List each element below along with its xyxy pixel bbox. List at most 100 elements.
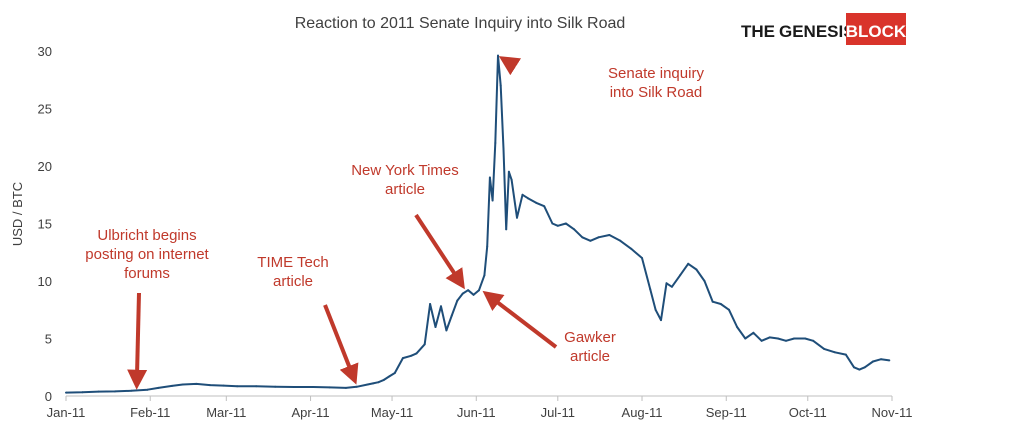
data-point (171, 384, 173, 387)
data-point (209, 384, 211, 387)
data-point (510, 178, 513, 181)
data-point (507, 170, 510, 173)
annotation-arrow (323, 304, 359, 385)
annotation: Ulbricht begins posting on internet forums (85, 227, 210, 390)
data-point (274, 385, 277, 388)
annotation-text: article (570, 348, 610, 365)
annotation: Gawker article (482, 290, 616, 365)
data-point (597, 236, 600, 239)
data-point (812, 339, 815, 342)
data-point (695, 268, 698, 271)
x-tick-label: Sep-11 (706, 405, 747, 420)
x-tick-label: Apr-11 (292, 405, 330, 420)
data-point (222, 384, 225, 387)
data-point (719, 303, 722, 305)
data-point (382, 378, 385, 381)
data-point (415, 352, 418, 355)
data-point (660, 319, 662, 322)
data-point (312, 386, 315, 388)
data-point (793, 337, 796, 340)
data-point (502, 147, 505, 150)
chart-title: Reaction to 2011 Senate Inquiry into Sil… (295, 15, 626, 32)
data-point (81, 391, 84, 394)
data-point (670, 285, 673, 288)
data-point (703, 280, 706, 282)
price-line (65, 54, 890, 394)
data-point (744, 337, 747, 340)
data-point (888, 359, 891, 362)
data-point (804, 337, 807, 340)
data-point (440, 305, 442, 308)
data-point (785, 339, 787, 342)
y-axis: 0 5 10 15 20 25 30 (38, 44, 52, 404)
data-point (649, 288, 652, 291)
data-point (872, 360, 874, 363)
data-point (581, 236, 584, 239)
data-point (355, 385, 358, 388)
data-point (752, 331, 755, 334)
data-point (401, 357, 404, 360)
annotation: Senate inquiry into Silk Road (498, 56, 704, 101)
data-point (236, 385, 239, 388)
data-point (494, 142, 497, 144)
data-point (711, 300, 714, 303)
data-point (526, 197, 529, 200)
x-tick-label: Aug-11 (622, 405, 663, 420)
data-point (654, 308, 657, 311)
data-point (768, 336, 771, 339)
data-point (328, 386, 331, 389)
data-point (157, 386, 160, 389)
x-axis: Jan-11 Feb-11 Mar-11 Apr-11 May-11 Jun-11 Jul-… (47, 396, 913, 420)
data-point (564, 222, 567, 225)
annotation-text: article (273, 273, 313, 290)
brand-word-genesis: GENESIS (779, 22, 855, 41)
data-point (760, 339, 763, 342)
data-point (556, 224, 559, 227)
data-point (499, 84, 502, 87)
data-point (736, 326, 739, 328)
data-point (641, 257, 643, 259)
data-point (423, 343, 426, 346)
data-point (630, 247, 633, 250)
data-point (97, 390, 100, 393)
data-point (589, 239, 592, 242)
brand-logo: THE GENESIS BLOCK (741, 13, 907, 45)
annotation-text: into Silk Road (610, 84, 703, 101)
data-point (456, 299, 459, 302)
y-tick-label: 20 (38, 159, 52, 174)
x-tick-label: Jul-11 (541, 405, 575, 420)
y-tick-label: 25 (38, 102, 52, 117)
data-point (521, 193, 524, 196)
annotations: Senate inquiry into Silk Road New York Tim… (85, 56, 704, 390)
data-point (619, 239, 622, 242)
data-point (853, 366, 855, 369)
data-point (434, 326, 437, 328)
annotation-text: article (385, 181, 425, 198)
data-point (880, 358, 883, 361)
data-point (65, 391, 67, 394)
x-tick-label: Mar-11 (206, 405, 246, 420)
data-point (113, 390, 116, 393)
annotation-arrow (414, 213, 465, 290)
annotation: TIME Tech article (257, 254, 359, 385)
data-point (293, 386, 296, 388)
data-point (573, 228, 576, 231)
brand-word-block: BLOCK (846, 22, 907, 41)
data-point (728, 308, 730, 311)
data-point (776, 337, 779, 340)
data-point (491, 199, 494, 202)
data-point (467, 289, 470, 292)
y-axis-label: USD / BTC (10, 182, 25, 246)
data-point (679, 274, 682, 277)
data-point (372, 382, 374, 385)
data-point (535, 201, 538, 204)
x-tick-label: Nov-11 (872, 405, 913, 420)
data-point (665, 282, 668, 285)
data-point (516, 216, 518, 219)
x-tick-label: Jan-11 (47, 405, 86, 420)
data-point (450, 314, 453, 317)
data-point (486, 245, 489, 248)
data-point (478, 289, 480, 292)
x-tick-label: May-11 (371, 405, 413, 420)
